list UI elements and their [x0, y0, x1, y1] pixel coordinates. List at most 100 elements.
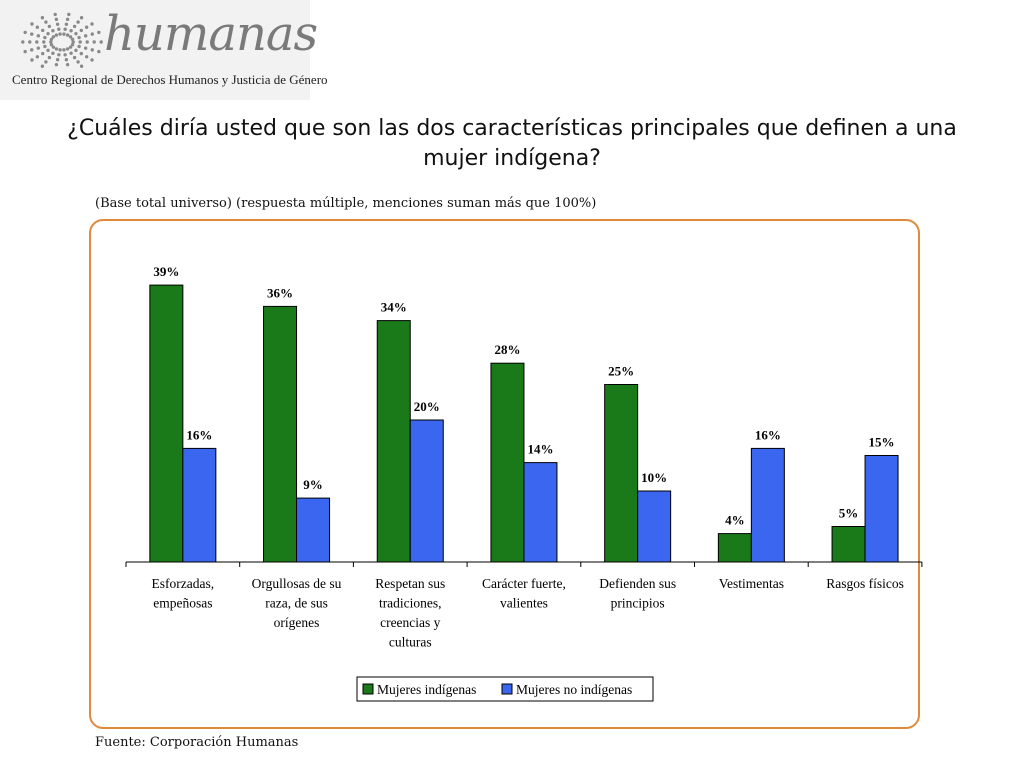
- logo-dot: [46, 48, 50, 53]
- logo-dot: [54, 62, 59, 67]
- logo-dot: [79, 28, 84, 33]
- category-label: Respetan sus tradiciones, creencias y cultu…: [375, 576, 445, 650]
- logo-dot: [83, 34, 88, 38]
- logo-dot: [65, 47, 70, 51]
- logo-subtitle: Centro Regional de Derechos Humanos y Ju…: [12, 72, 328, 87]
- logo-dot: [54, 33, 59, 37]
- category-label-line: Orgullosas de su: [252, 576, 342, 591]
- logo-dot: [57, 27, 61, 31]
- logo-dot: [36, 46, 41, 50]
- bar-mujeres-no-indigenas: [182, 447, 217, 563]
- category-label-line: creencias y: [380, 615, 441, 630]
- bar-mujeres-no-indigenas: [523, 462, 558, 563]
- logo-dot: [69, 51, 73, 55]
- data-label: 9%: [303, 477, 323, 492]
- logo-dot: [90, 48, 94, 52]
- logo-wordmark: humanas: [104, 6, 318, 62]
- data-label: 10%: [641, 470, 667, 485]
- logo-dot: [57, 53, 61, 57]
- logo-dot: [51, 29, 55, 33]
- logo-dot: [49, 37, 54, 41]
- logo-dot: [99, 40, 103, 44]
- logo-dot: [84, 25, 89, 29]
- data-label: 14%: [527, 442, 553, 457]
- logo-dot: [71, 40, 75, 44]
- logo-dot: [65, 62, 70, 67]
- logo-dot: [78, 40, 82, 44]
- logo-dot: [36, 34, 41, 38]
- category-label: Defienden sus principios: [599, 576, 676, 611]
- logo-dot: [90, 58, 94, 62]
- logo-dot: [90, 22, 94, 26]
- logo-dot: [49, 43, 54, 47]
- chart-frame: [89, 219, 920, 729]
- logo-dot: [64, 58, 69, 62]
- logo-dot: [65, 17, 70, 22]
- logo-dot: [72, 55, 77, 60]
- logo-dot: [79, 64, 84, 68]
- logo-dot: [76, 60, 80, 64]
- logo-dot: [47, 24, 52, 29]
- page-title: ¿Cuáles diría usted que son las dos cara…: [67, 116, 957, 171]
- logo-dot: [70, 43, 75, 47]
- category-label-line: raza, de sus: [265, 596, 328, 611]
- logo-dot: [70, 37, 75, 41]
- bar-mujeres-no-indigenas: [750, 447, 785, 563]
- logo-dot: [42, 40, 46, 44]
- category-label-line: Defienden sus: [599, 576, 676, 591]
- logo-dot: [30, 22, 34, 26]
- logo-dot: [49, 40, 53, 44]
- legend-swatch: [362, 683, 374, 695]
- logo-dot: [74, 48, 78, 53]
- category-label-line: empeñosas: [153, 596, 212, 611]
- bar-mujeres-indigenas: [263, 305, 298, 563]
- logo-dot: [35, 40, 39, 44]
- logo-dot: [21, 40, 25, 44]
- data-label: 16%: [755, 427, 781, 442]
- logo-dot: [62, 32, 66, 36]
- category-label: Rasgos físicos: [826, 576, 904, 591]
- logo-dot: [23, 30, 27, 35]
- legend-label-mujeres-no-indigenas: Mujeres no indígenas: [516, 682, 632, 697]
- bar-mujeres-no-indigenas: [409, 419, 444, 563]
- logo-dot: [51, 51, 55, 55]
- logo-dot: [40, 16, 45, 20]
- bar-mujeres-no-indigenas: [864, 455, 899, 563]
- logo-dot: [62, 48, 66, 52]
- data-label: 39%: [153, 264, 179, 279]
- logo-dot: [79, 16, 84, 20]
- category-label-line: tradiciones,: [379, 596, 442, 611]
- logo-dot: [58, 48, 62, 52]
- logo: humanas Centro Regional de Derechos Huma…: [0, 0, 328, 100]
- humanas-logo-icon: [21, 12, 103, 68]
- logo-dot: [44, 60, 48, 64]
- data-label: 4%: [725, 513, 745, 528]
- logo-dot: [97, 30, 101, 35]
- source-note: Fuente: Corporación Humanas: [95, 735, 299, 750]
- bar-mujeres-indigenas: [717, 533, 752, 563]
- logo-dot: [55, 22, 60, 26]
- logo-dot: [97, 49, 101, 54]
- logo-dot: [40, 28, 45, 33]
- logo-dot: [77, 35, 81, 40]
- logo-dot: [83, 46, 88, 50]
- category-label-line: principios: [611, 596, 665, 611]
- logo-dot: [40, 64, 45, 68]
- logo-dot: [72, 24, 77, 29]
- logo-dot: [44, 20, 48, 24]
- category-label-line: valientes: [500, 596, 548, 611]
- logo-dot: [30, 32, 34, 36]
- data-label: 16%: [186, 427, 212, 442]
- logo-dot: [67, 12, 71, 17]
- logo-dot: [28, 40, 32, 44]
- data-label: 36%: [267, 285, 293, 300]
- legend-label-mujeres-indigenas: Mujeres indígenas: [377, 682, 476, 697]
- logo-dot: [64, 22, 69, 26]
- category-label-line: Rasgos físicos: [826, 576, 904, 591]
- logo-dot: [68, 35, 73, 39]
- logo-dot: [54, 47, 59, 51]
- data-label: 28%: [494, 342, 520, 357]
- bar-mujeres-indigenas: [149, 284, 184, 563]
- logo-dot: [58, 32, 62, 36]
